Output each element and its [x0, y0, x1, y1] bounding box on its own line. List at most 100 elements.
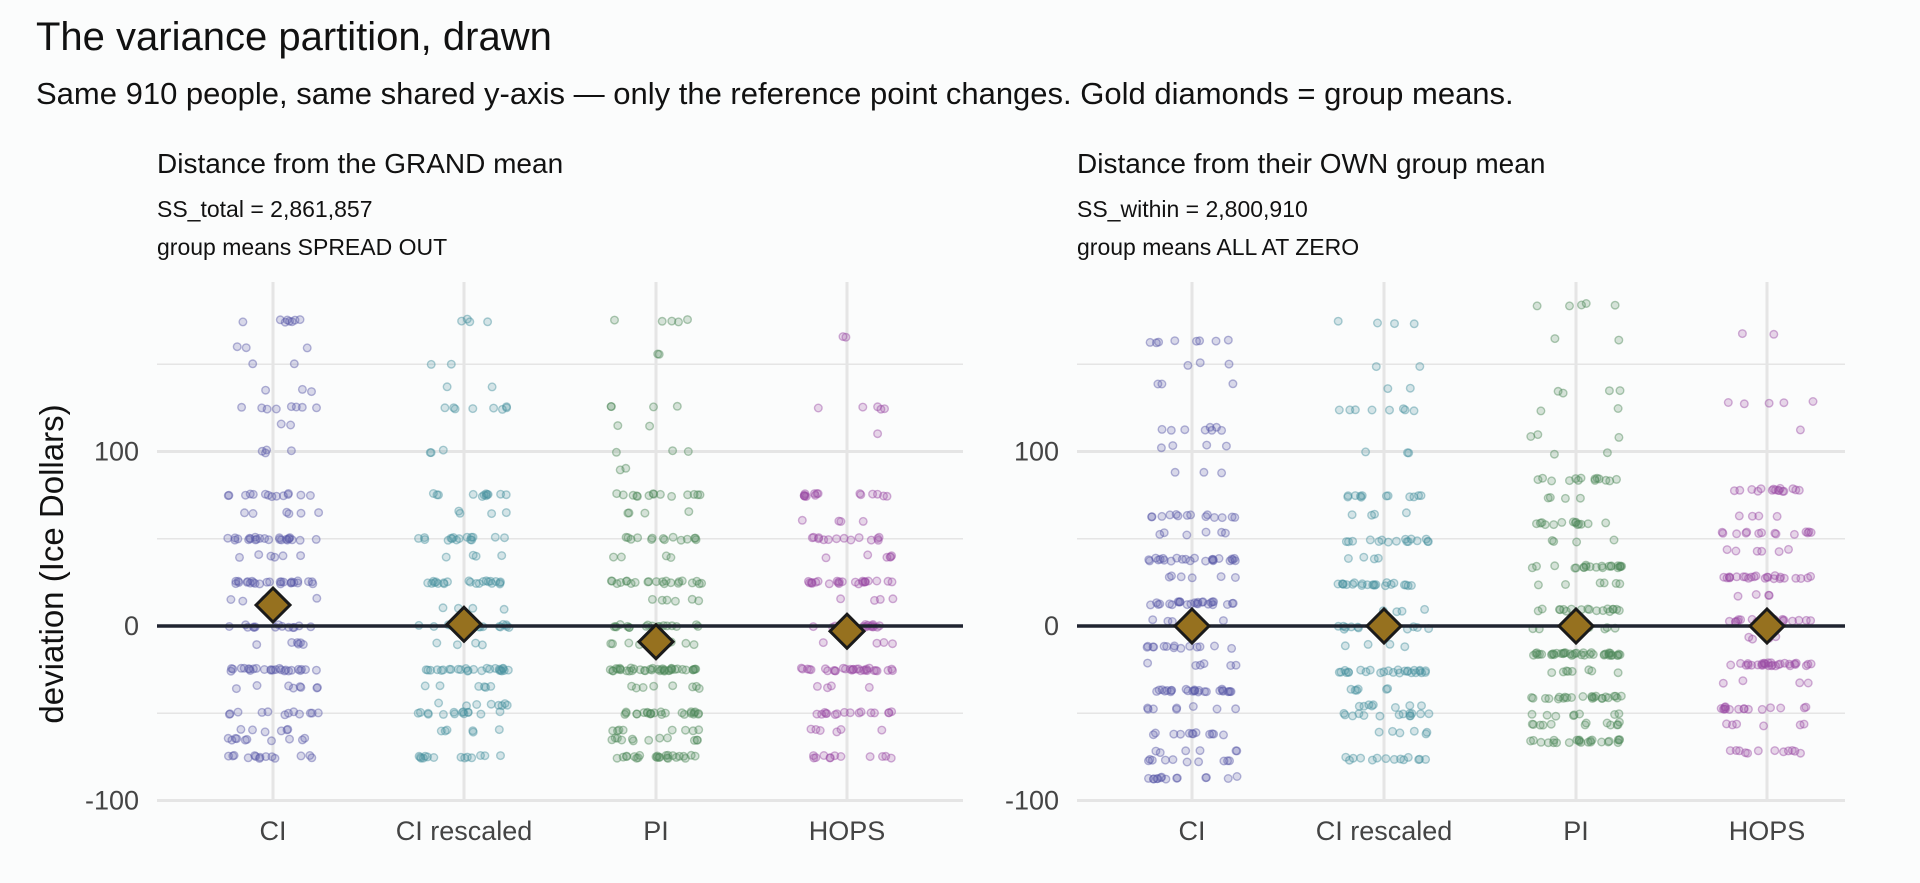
data-point — [888, 639, 898, 649]
data-point — [1725, 572, 1735, 582]
data-point — [882, 491, 892, 501]
data-point — [1549, 449, 1559, 459]
data-point — [1601, 518, 1611, 528]
data-point — [295, 709, 305, 719]
data-point — [821, 553, 831, 563]
data-point — [670, 664, 680, 674]
data-point — [1585, 736, 1595, 746]
data-point — [1553, 386, 1563, 396]
data-point — [1753, 660, 1763, 670]
data-point — [307, 753, 317, 763]
data-point — [624, 666, 634, 676]
data-point — [312, 683, 322, 693]
data-point — [1611, 691, 1621, 701]
data-point — [1231, 746, 1241, 756]
data-point — [301, 665, 311, 675]
data-point — [1528, 693, 1538, 703]
data-point — [1371, 362, 1381, 372]
data-point — [815, 726, 825, 736]
data-point — [1404, 448, 1414, 458]
data-point — [305, 708, 315, 718]
data-point — [666, 664, 676, 674]
data-point — [1214, 554, 1224, 564]
data-point — [854, 533, 864, 543]
data-point — [477, 666, 487, 676]
data-point — [1568, 650, 1578, 660]
data-point — [281, 665, 291, 675]
data-point — [1374, 537, 1384, 547]
data-point — [883, 665, 893, 675]
data-point — [872, 576, 882, 586]
data-point — [250, 532, 260, 542]
data-point — [1345, 405, 1355, 415]
data-point — [477, 640, 487, 650]
data-point — [621, 532, 631, 542]
data-point — [254, 753, 264, 763]
data-point — [1719, 572, 1729, 582]
data-point — [812, 489, 822, 499]
data-point — [1393, 665, 1403, 675]
data-point — [1411, 668, 1421, 678]
data-point — [823, 666, 833, 676]
data-point — [875, 594, 885, 604]
data-point — [852, 664, 862, 674]
data-point — [671, 752, 681, 762]
data-point — [809, 753, 819, 763]
data-point — [1409, 665, 1419, 675]
data-point — [283, 489, 293, 499]
data-point — [481, 576, 491, 586]
data-point — [262, 404, 272, 414]
data-point — [1544, 694, 1554, 704]
data-point — [1726, 660, 1736, 670]
data-point — [483, 490, 493, 500]
data-point — [642, 708, 652, 718]
data-point — [1589, 692, 1599, 702]
data-point — [1599, 649, 1609, 659]
data-point — [635, 665, 645, 675]
data-point — [1363, 639, 1373, 649]
data-point — [1531, 649, 1541, 659]
data-point — [276, 579, 286, 589]
data-point — [1613, 668, 1623, 678]
data-point — [254, 550, 264, 560]
data-point — [1191, 661, 1201, 671]
figure-title: The variance partition, drawn — [36, 15, 552, 59]
data-point — [1409, 726, 1419, 736]
data-point — [245, 578, 255, 588]
data-point — [1217, 513, 1227, 523]
data-point — [1605, 648, 1615, 658]
data-point — [1227, 598, 1237, 608]
data-point — [1580, 720, 1590, 730]
data-point — [679, 751, 689, 761]
data-point — [694, 579, 704, 589]
data-point — [1611, 578, 1621, 588]
data-point — [442, 725, 452, 735]
data-point — [1154, 685, 1164, 695]
data-point — [1765, 703, 1775, 713]
data-point — [1795, 720, 1805, 730]
data-point — [287, 535, 297, 545]
data-point — [659, 666, 669, 676]
data-point — [1528, 735, 1538, 745]
data-point — [1538, 720, 1548, 730]
data-point — [1770, 746, 1780, 756]
data-point — [624, 638, 634, 648]
data-point — [612, 733, 622, 743]
data-point — [300, 733, 310, 743]
data-point — [1558, 693, 1568, 703]
data-point — [854, 708, 864, 718]
data-point — [679, 709, 689, 719]
data-point — [1218, 616, 1228, 626]
data-point — [686, 707, 696, 717]
data-point — [629, 752, 639, 762]
data-point — [813, 489, 823, 499]
data-point — [646, 708, 656, 718]
data-point — [1343, 491, 1353, 501]
data-point — [683, 315, 693, 325]
data-point — [233, 707, 243, 717]
data-point — [1367, 701, 1377, 711]
data-point — [1557, 517, 1567, 527]
data-point — [860, 577, 870, 587]
data-point — [1775, 574, 1785, 584]
data-point — [1604, 736, 1614, 746]
